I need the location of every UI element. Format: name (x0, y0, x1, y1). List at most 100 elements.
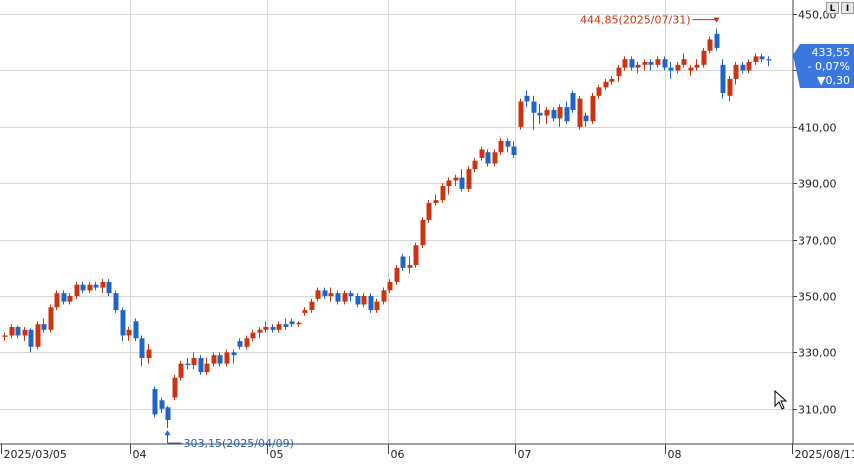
candle-body (67, 296, 73, 302)
candle-body (191, 358, 197, 366)
candle (100, 279, 106, 294)
candle-body (557, 107, 563, 119)
candle (426, 200, 432, 223)
candle (668, 62, 674, 79)
candle (152, 386, 158, 418)
candle (374, 298, 380, 313)
candle (263, 321, 269, 333)
candle (191, 352, 197, 370)
candle (381, 287, 387, 305)
candle (675, 62, 681, 74)
x-tick-label: 2025/03/05 (4, 448, 67, 461)
candle-body (165, 407, 171, 421)
candle (93, 281, 99, 291)
candle-body (244, 338, 250, 347)
candle-body (302, 310, 308, 313)
candle (453, 174, 459, 187)
candle-body (93, 284, 99, 288)
candle-body (54, 293, 60, 308)
candle-body (733, 64, 739, 79)
candle (446, 177, 452, 195)
candle-body (309, 301, 315, 311)
candle-body (231, 352, 237, 356)
candle-body (250, 332, 256, 339)
candle (492, 149, 498, 167)
y-tick-label: 330,00 (798, 347, 837, 360)
candle (753, 53, 759, 65)
candle (746, 59, 752, 74)
candle-body (185, 363, 191, 366)
candle (355, 293, 361, 308)
candle-body (642, 62, 648, 65)
y-tick-label: 390,00 (798, 178, 837, 191)
candle (276, 321, 282, 333)
x-tick-label: 2025/08/11 (795, 448, 854, 461)
candle (204, 358, 210, 375)
candle-body (381, 290, 387, 302)
candle-body (198, 358, 204, 373)
candle-body (387, 281, 393, 291)
candle (74, 281, 80, 299)
candle-body (701, 50, 707, 65)
candle-body (289, 321, 295, 325)
candle (309, 298, 315, 313)
candle-body (603, 81, 609, 88)
candle-body (41, 324, 47, 330)
candle (518, 98, 524, 130)
chart-type-button-i[interactable]: I (841, 2, 854, 14)
candle-body (511, 146, 517, 156)
chart-type-button-l[interactable]: L (826, 2, 839, 14)
y-tick-label: 310,00 (798, 404, 837, 417)
gridlines (0, 0, 793, 444)
candle (694, 59, 700, 71)
candle (244, 335, 250, 350)
candle (642, 59, 648, 71)
candle-body (355, 296, 361, 305)
candle-body (590, 95, 596, 122)
candle-body (472, 160, 478, 170)
candle-body (714, 33, 720, 48)
candle (701, 47, 707, 68)
y-tick-label: 410,00 (798, 122, 837, 135)
candle (48, 304, 54, 333)
candle (328, 287, 334, 302)
candle (511, 140, 517, 158)
candle-body (315, 290, 321, 299)
candle (766, 56, 772, 67)
candle (570, 90, 576, 113)
candle (629, 56, 635, 71)
candle (472, 157, 478, 172)
candle (54, 290, 60, 311)
candle-body (583, 115, 589, 122)
candle (315, 287, 321, 302)
candle (139, 335, 145, 367)
candle (126, 327, 132, 342)
candle (368, 293, 374, 313)
candle-body (479, 149, 485, 158)
candle-body (374, 301, 380, 311)
candle (635, 62, 641, 74)
candle (342, 290, 348, 305)
candle-body (753, 56, 759, 63)
candle-body (35, 324, 41, 347)
candle (270, 324, 276, 333)
candle (172, 374, 178, 401)
candle (420, 217, 426, 249)
candle-body (328, 293, 334, 296)
candle-body (668, 67, 674, 71)
last-price-change: ▼0,30 (817, 74, 850, 87)
candle-body (74, 284, 80, 296)
candle-body (551, 109, 557, 119)
candle (120, 307, 126, 342)
candle-body (368, 296, 374, 311)
candle (9, 324, 15, 339)
candle-body (217, 355, 223, 364)
candle-body (172, 377, 178, 398)
candle (537, 104, 543, 125)
candle (681, 53, 687, 68)
candle-body (453, 177, 459, 181)
high-annotation-arrow (713, 17, 720, 23)
candle-body (570, 93, 576, 110)
